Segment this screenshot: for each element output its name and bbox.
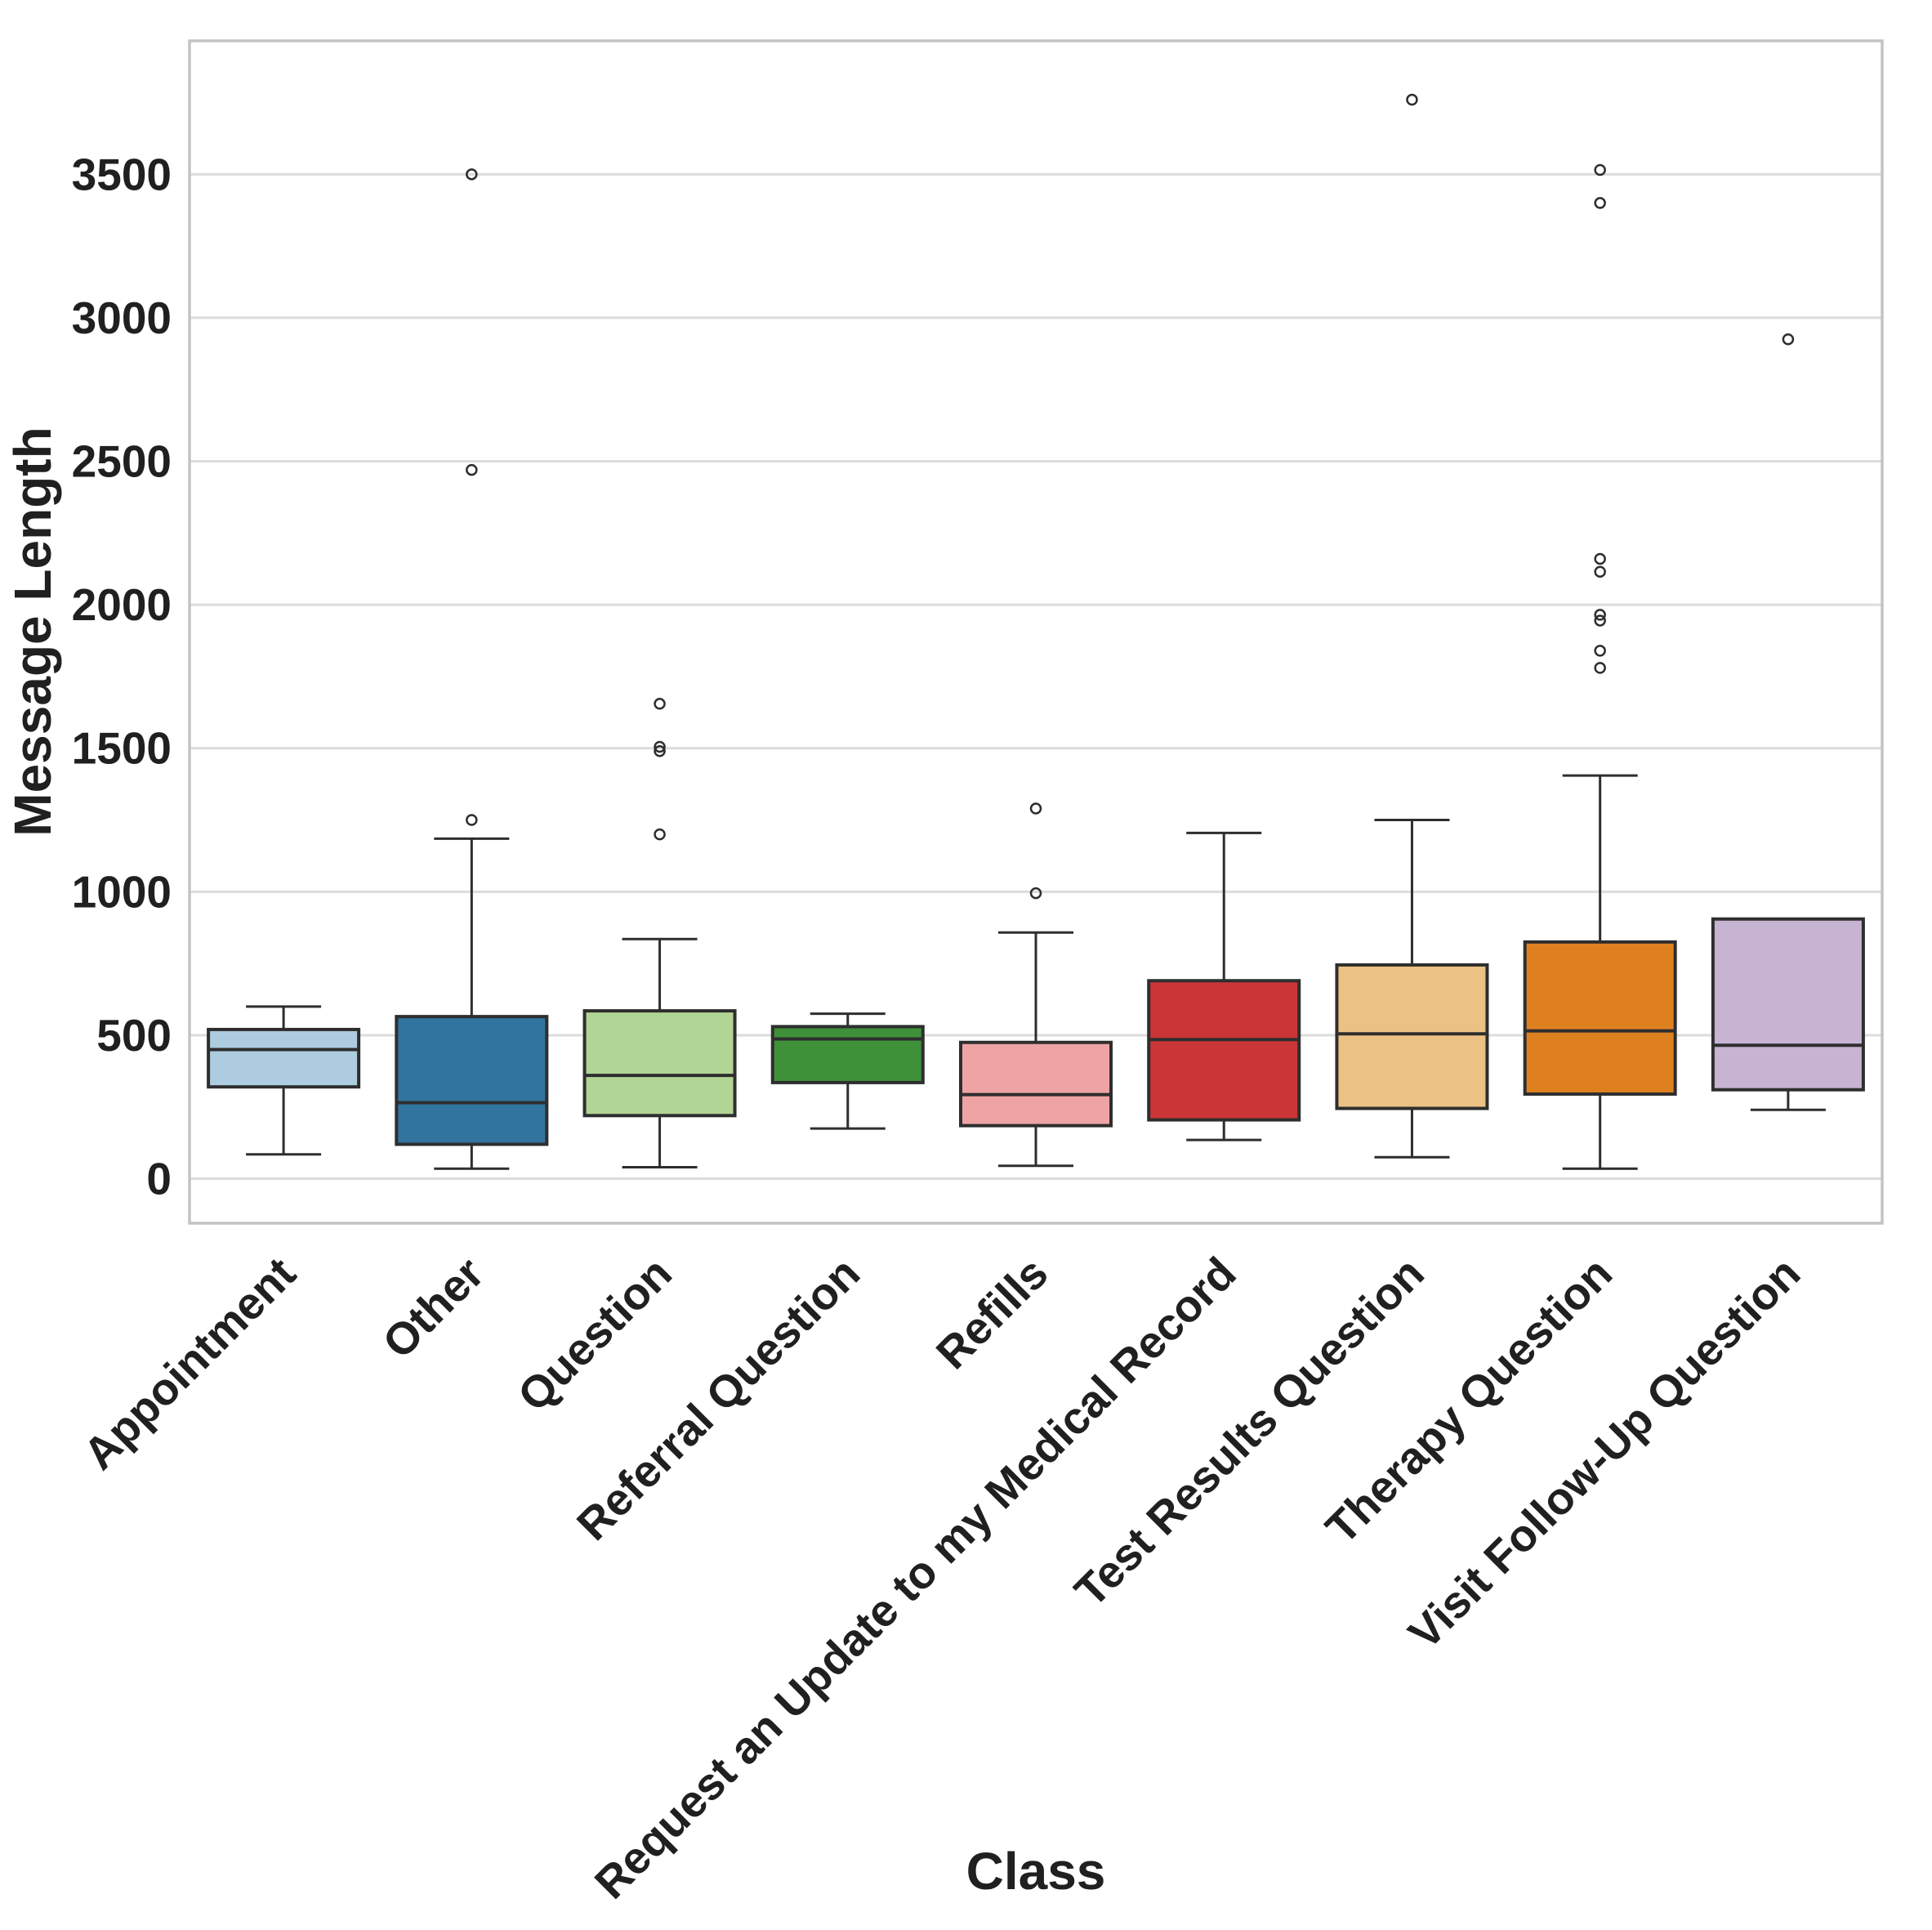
- y-tick-label: 1500: [72, 723, 172, 774]
- y-tick-label: 3500: [72, 149, 172, 199]
- x-tick-label: Appointment: [74, 1248, 306, 1480]
- box: [1711, 917, 1865, 1092]
- box: [582, 1009, 737, 1118]
- box-group: [959, 802, 1113, 1168]
- y-tick-label: 500: [96, 1010, 172, 1061]
- outlier-point: [1594, 662, 1606, 674]
- outlier-point: [466, 814, 478, 826]
- outlier-point: [1782, 333, 1795, 346]
- outlier-point: [654, 740, 666, 753]
- x-tick-label: Refills: [926, 1248, 1058, 1379]
- outlier-point: [654, 698, 666, 710]
- x-axis-label: Class: [966, 1842, 1106, 1901]
- box: [207, 1027, 361, 1089]
- outlier-point: [1594, 163, 1606, 176]
- box-group: [582, 698, 737, 1169]
- box: [395, 1015, 549, 1146]
- outlier-point: [654, 745, 666, 757]
- x-tick-label: Visit Follow-Up Question: [1399, 1248, 1809, 1659]
- box-series: [207, 93, 1865, 1170]
- outlier-point: [1594, 197, 1606, 209]
- y-tick-label: 2500: [72, 436, 172, 487]
- box-group: [770, 1012, 925, 1130]
- outlier-point: [1029, 802, 1042, 815]
- outlier-point: [466, 168, 478, 181]
- y-axis-label: Message Length: [3, 427, 62, 836]
- y-tick-label: 0: [146, 1154, 172, 1204]
- box-group: [1523, 163, 1677, 1170]
- y-tick-label: 3000: [72, 293, 172, 343]
- outlier-point: [1594, 614, 1606, 627]
- x-tick-label: Other: [373, 1248, 493, 1369]
- outlier-point: [1029, 887, 1042, 900]
- box-group: [1147, 831, 1301, 1141]
- outlier-point: [1594, 552, 1606, 565]
- box: [1335, 963, 1489, 1110]
- y-tick-label: 2000: [72, 579, 172, 630]
- y-tick-labels: 0 500 1000 1500 2000 2500 3000 3500: [72, 149, 172, 1204]
- outlier-point: [466, 463, 478, 476]
- outlier-point: [1594, 609, 1606, 621]
- x-tick-label: Question: [508, 1248, 681, 1421]
- x-tick-label: Request an Update to my Medical Record: [585, 1248, 1246, 1909]
- outlier-point: [1594, 565, 1606, 578]
- outlier-point: [1594, 645, 1606, 657]
- y-tick-label: 1000: [72, 866, 172, 917]
- box: [959, 1040, 1113, 1128]
- box-group: [395, 168, 549, 1170]
- plot-frame: [188, 39, 1884, 1225]
- box: [1523, 940, 1677, 1096]
- outlier-point: [654, 828, 666, 841]
- box-group: [207, 1005, 361, 1156]
- box-group: [1335, 93, 1489, 1159]
- outlier-point: [1406, 93, 1418, 106]
- box: [770, 1025, 925, 1084]
- box: [1147, 979, 1301, 1122]
- box-group: [1711, 333, 1865, 1111]
- x-tick-label: Test Results Question: [1064, 1248, 1434, 1617]
